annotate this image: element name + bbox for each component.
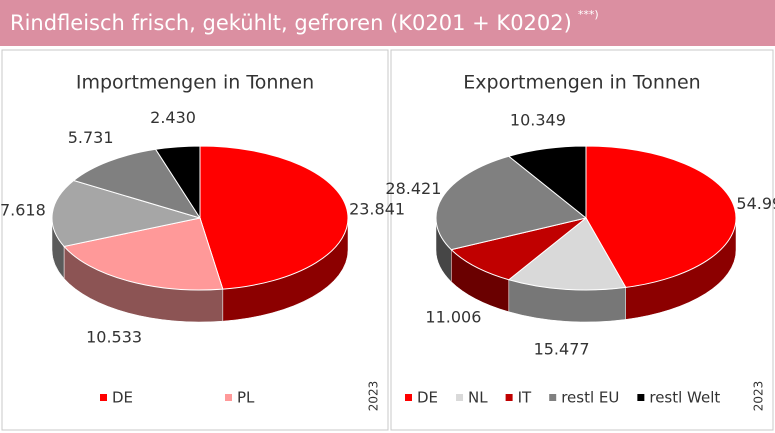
data-label: 11.006	[425, 308, 481, 327]
slice	[507, 145, 587, 220]
chart-title: Exportmengen in Tonnen	[463, 72, 700, 94]
slice	[435, 155, 588, 251]
data-label: 5.731	[68, 128, 114, 147]
data-label: 2.430	[150, 108, 196, 127]
data-label: 7.618	[0, 200, 46, 219]
legend-label: restl Welt	[649, 389, 720, 407]
slice	[51, 179, 201, 247]
data-label: 28.421	[385, 179, 441, 198]
header-title: Rindfleisch frisch, gekühlt, gefroren (K…	[10, 8, 599, 35]
slice	[63, 217, 224, 291]
legend-swatch	[405, 394, 412, 401]
slice	[507, 217, 627, 291]
legend-swatch	[225, 394, 232, 401]
header-title-text: Rindfleisch frisch, gekühlt, gefroren (K…	[10, 11, 572, 35]
header-superscript: ***)	[578, 8, 599, 21]
legend-swatch	[100, 394, 107, 401]
data-label: 54.990	[736, 194, 775, 213]
data-label: 23.841	[349, 200, 405, 219]
data-label: 10.533	[86, 328, 142, 347]
legend-label: PL	[237, 389, 255, 407]
header-bar	[0, 0, 775, 46]
legend-swatch	[549, 394, 557, 401]
legend-label: IT	[518, 389, 532, 407]
legend-label: DE	[417, 389, 438, 407]
year-annotation: 2023	[367, 381, 381, 412]
slice	[154, 145, 201, 220]
slice	[72, 148, 202, 219]
year-annotation: 2023	[752, 381, 766, 412]
legend-swatch	[456, 394, 464, 401]
slice	[199, 145, 349, 290]
legend-swatch	[505, 394, 513, 401]
slice	[450, 217, 587, 281]
legend-swatch	[637, 394, 645, 401]
chart-title: Importmengen in Tonnen	[76, 72, 314, 94]
data-label: 10.349	[510, 110, 566, 129]
data-label: 15.477	[534, 339, 590, 358]
legend-label: DE	[112, 389, 133, 407]
slice	[585, 145, 737, 288]
legend-label: NL	[468, 389, 488, 407]
legend-label: restl EU	[561, 389, 619, 407]
